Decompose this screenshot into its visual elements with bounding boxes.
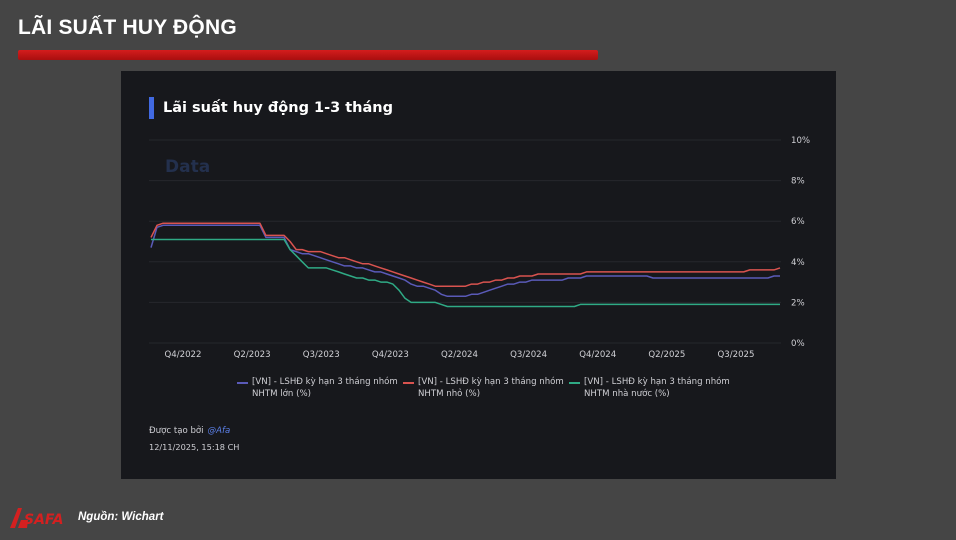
chart-heading: Lãi suất huy động 1-3 tháng [149, 97, 393, 119]
x-tick-label: Q4/2022 [165, 350, 202, 360]
chart-title: Lãi suất huy động 1-3 tháng [163, 100, 393, 116]
heading-accent-bar [149, 97, 154, 119]
y-tick-label: 6% [791, 217, 805, 227]
x-tick-label: Q3/2024 [510, 350, 547, 360]
y-tick-label: 0% [791, 339, 805, 349]
legend-label-nho: [VN] - LSHĐ kỳ hạn 3 tháng nhóm NHTM nhỏ… [418, 377, 564, 399]
chart-canvas: 0%2%4%6%8%10% Q4/2022 Q2/2023 Q3/2023 Q4/20… [149, 136, 810, 360]
y-tick-label: 8% [791, 177, 805, 187]
legend-swatch-nho [403, 382, 414, 384]
chart-legend: [VN] - LSHĐ kỳ hạn 3 tháng nhóm NHTM lớn… [237, 376, 735, 400]
y-tick-label: 2% [791, 298, 805, 308]
legend-label-lon: [VN] - LSHĐ kỳ hạn 3 tháng nhóm NHTM lớn… [252, 377, 398, 399]
x-tick-label: Q4/2024 [579, 350, 616, 360]
x-tick-label: Q2/2025 [648, 350, 685, 360]
x-tick-label: Q3/2025 [718, 350, 755, 360]
chart-card: 0% 2% 4% 6% 8% 10% Q4/2022 Q2/2023 Q3/2023 Q4/20… [121, 71, 836, 479]
x-tick-label: Q2/2024 [441, 350, 478, 360]
source-note: Nguồn: Wichart [78, 511, 164, 523]
credit-line: Được tạo bởi @Afa [149, 426, 230, 436]
safa-logo-icon: SAFA [10, 508, 64, 528]
series-line-1 [150, 222, 781, 287]
legend-swatch-lon [237, 382, 248, 384]
series-lines [150, 222, 781, 308]
watermark: Data [165, 157, 211, 177]
series-line-2 [151, 238, 780, 308]
legend-item-nho[interactable]: [VN] - LSHĐ kỳ hạn 3 tháng nhóm NHTM nhỏ… [403, 376, 569, 400]
legend-label-nha-nuoc: [VN] - LSHĐ kỳ hạn 3 tháng nhóm NHTM nhà… [584, 377, 730, 399]
created-timestamp: 12/11/2025, 15:18 CH [149, 442, 240, 452]
grid-lines [149, 139, 781, 344]
x-tick-label: Q2/2023 [234, 350, 271, 360]
legend-item-lon[interactable]: [VN] - LSHĐ kỳ hạn 3 tháng nhóm NHTM lớn… [237, 376, 403, 400]
slide-title: LÃI SUẤT HUY ĐỘNG [18, 16, 237, 39]
credit-handle-link[interactable]: @Afa [207, 426, 231, 436]
safa-logo: SAFA [8, 506, 70, 530]
legend-swatch-nha-nuoc [569, 382, 580, 384]
legend-item-nha-nuoc[interactable]: [VN] - LSHĐ kỳ hạn 3 tháng nhóm NHTM nhà… [569, 376, 735, 400]
title-underline-bar [18, 50, 598, 60]
y-tick-label: 4% [791, 258, 805, 268]
credit-prefix: Được tạo bởi [149, 426, 204, 436]
y-tick-label: 10% [791, 136, 810, 146]
series-line-0 [150, 224, 780, 298]
y-axis-ticks: 0% 2% 4% 6% 8% 10% [791, 136, 810, 349]
x-axis-ticks: Q4/2022 Q2/2023 Q3/2023 Q4/2023 Q2/2024 Q3/20… [165, 350, 755, 360]
x-tick-label: Q4/2023 [372, 350, 409, 360]
x-tick-label: Q3/2023 [303, 350, 340, 360]
logo-text: SAFA [24, 512, 64, 528]
